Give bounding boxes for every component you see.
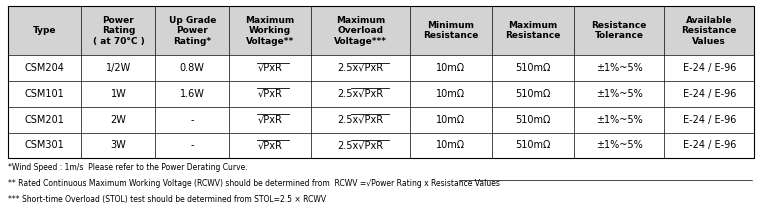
- Text: 2.5x√PxR: 2.5x√PxR: [338, 89, 383, 99]
- Text: Maximum
Resistance: Maximum Resistance: [505, 21, 561, 40]
- Text: E-24 / E-96: E-24 / E-96: [683, 63, 736, 73]
- Text: Resistance
Tolerance: Resistance Tolerance: [591, 21, 647, 40]
- Text: √PxR: √PxR: [258, 63, 283, 73]
- Text: CSM204: CSM204: [24, 63, 65, 73]
- Text: 510mΩ: 510mΩ: [515, 63, 550, 73]
- Text: 10mΩ: 10mΩ: [436, 140, 466, 150]
- Text: Available
Resistance
Values: Available Resistance Values: [681, 16, 737, 46]
- Text: CSM101: CSM101: [24, 89, 65, 99]
- Text: *** Short-time Overload (STOL) test should be determined from STOL=2.5 × RCWV: *** Short-time Overload (STOL) test shou…: [8, 195, 325, 204]
- Text: 1/2W: 1/2W: [106, 63, 131, 73]
- Text: CSM201: CSM201: [24, 115, 65, 125]
- Text: ±1%~5%: ±1%~5%: [596, 140, 642, 150]
- Text: 2.5x√PxR: 2.5x√PxR: [338, 140, 383, 150]
- Text: 510mΩ: 510mΩ: [515, 140, 550, 150]
- Text: 10mΩ: 10mΩ: [436, 115, 466, 125]
- Text: √PxR: √PxR: [258, 140, 283, 150]
- Text: 2.5x√PxR: 2.5x√PxR: [338, 115, 383, 125]
- Text: 1.6W: 1.6W: [180, 89, 205, 99]
- Text: Type: Type: [33, 26, 56, 35]
- Text: Power
Rating
( at 70°C ): Power Rating ( at 70°C ): [92, 16, 144, 46]
- Text: 1W: 1W: [110, 89, 126, 99]
- Text: E-24 / E-96: E-24 / E-96: [683, 140, 736, 150]
- Text: ** Rated Continuous Maximum Working Voltage (RCWV) should be determined from  RC: ** Rated Continuous Maximum Working Volt…: [8, 179, 500, 188]
- Text: -: -: [190, 140, 194, 150]
- Text: 2.5x√PxR: 2.5x√PxR: [338, 63, 383, 73]
- Bar: [8, 6, 754, 55]
- Text: ±1%~5%: ±1%~5%: [596, 89, 642, 99]
- Text: Maximum
Working
Voltage**: Maximum Working Voltage**: [245, 16, 295, 46]
- Text: 510mΩ: 510mΩ: [515, 115, 550, 125]
- Text: ±1%~5%: ±1%~5%: [596, 115, 642, 125]
- Text: 0.8W: 0.8W: [180, 63, 205, 73]
- Text: 3W: 3W: [110, 140, 126, 150]
- Text: Minimum
Resistance: Minimum Resistance: [423, 21, 479, 40]
- Text: E-24 / E-96: E-24 / E-96: [683, 115, 736, 125]
- Text: ±1%~5%: ±1%~5%: [596, 63, 642, 73]
- Text: -: -: [190, 115, 194, 125]
- Text: 10mΩ: 10mΩ: [436, 89, 466, 99]
- Text: Maximum
Overload
Voltage***: Maximum Overload Voltage***: [334, 16, 387, 46]
- Text: E-24 / E-96: E-24 / E-96: [683, 89, 736, 99]
- Text: 10mΩ: 10mΩ: [436, 63, 466, 73]
- Text: *Wind Speed : 1m/s  Please refer to the Power Derating Curve.: *Wind Speed : 1m/s Please refer to the P…: [8, 163, 247, 172]
- Text: 510mΩ: 510mΩ: [515, 89, 550, 99]
- Text: √PxR: √PxR: [258, 89, 283, 99]
- Text: 2W: 2W: [110, 115, 126, 125]
- Text: Up Grade
Power
Rating*: Up Grade Power Rating*: [168, 16, 216, 46]
- Text: √PxR: √PxR: [258, 115, 283, 125]
- Text: CSM301: CSM301: [24, 140, 65, 150]
